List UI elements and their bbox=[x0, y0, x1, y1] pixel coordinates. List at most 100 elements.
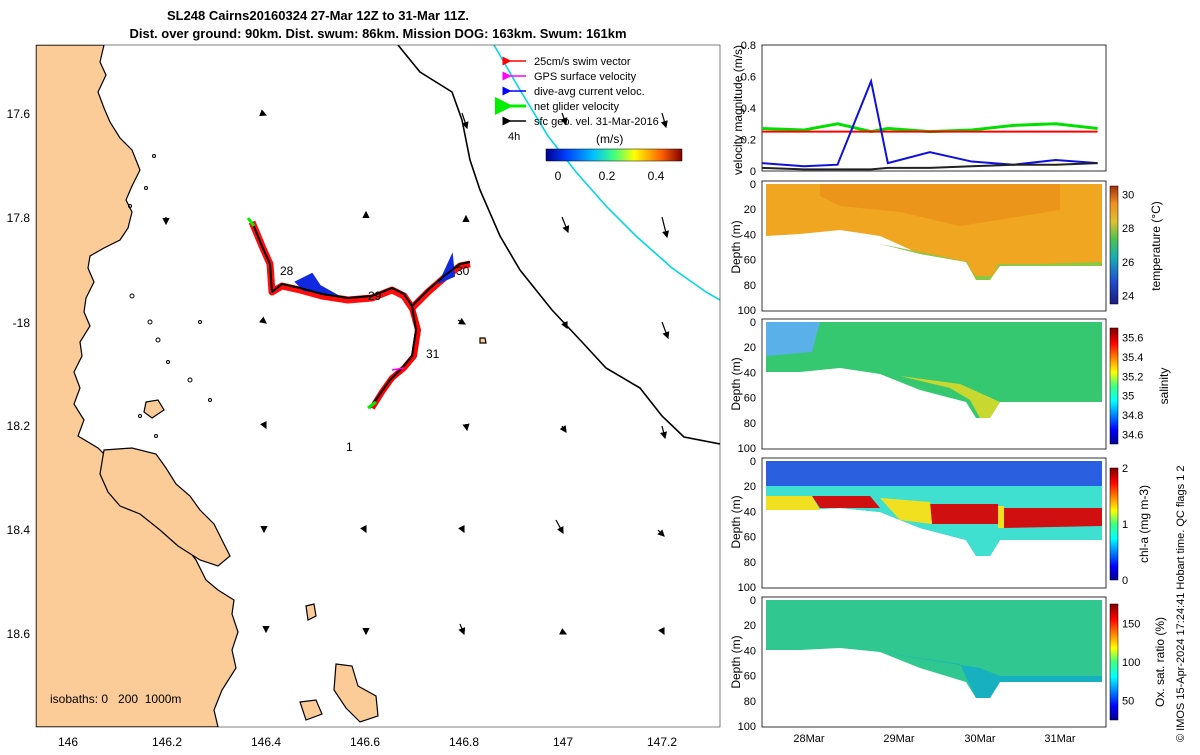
velocity-ylabel: velocity magnitude (m/s) bbox=[731, 45, 745, 175]
oxygen-colorbar-label: Ox. sat. ratio (%) bbox=[1153, 617, 1167, 707]
depth-tick: 60 bbox=[744, 393, 756, 405]
depth-tick: 100 bbox=[738, 443, 756, 455]
colorbar-tick: 35 bbox=[1122, 391, 1134, 403]
colorbar-tick: 2 bbox=[1122, 463, 1128, 475]
chlorophyll-colorbar bbox=[1109, 467, 1119, 581]
velocity-lines bbox=[761, 77, 1098, 171]
oxygen-ylabel: Depth (m) bbox=[729, 635, 743, 688]
depth-tick: 80 bbox=[744, 696, 756, 708]
colorbar-tick: 34.8 bbox=[1122, 410, 1143, 422]
colorbar-tick: 35.4 bbox=[1122, 352, 1143, 364]
temperature-ylabel: Depth (m) bbox=[729, 220, 743, 273]
lon-tick: 146 bbox=[58, 735, 78, 749]
legend-dive-avg: dive-avg current veloc. bbox=[534, 86, 645, 98]
lat-tick: 17.8 bbox=[7, 211, 31, 225]
chlorophyll-colorbar-label: chl-a (mg m-3) bbox=[1137, 485, 1151, 563]
lon-tick: 147 bbox=[553, 735, 573, 749]
isobath-1000m bbox=[493, 45, 720, 301]
chlorophyll-yticks: 0 20 40 60 80 100 bbox=[738, 456, 756, 594]
oxygen-colorbar bbox=[1109, 603, 1119, 721]
depth-tick: 20 bbox=[744, 620, 756, 632]
colorbar-tick: 1 bbox=[1122, 519, 1128, 531]
legend-net: net glider velocity bbox=[534, 101, 619, 113]
title-line-2: Dist. over ground: 90km. Dist. swum: 86k… bbox=[129, 26, 626, 41]
temperature-mixed-layer bbox=[820, 184, 1060, 226]
lat-tick: 18.4 bbox=[7, 523, 31, 537]
date-tick: 28Mar bbox=[793, 733, 825, 745]
gps-vectors bbox=[391, 367, 405, 371]
salinity-surface bbox=[766, 322, 820, 356]
oxygen-panel: Depth (m) Ox. sat. ratio (%) 0 20 40 60 80 10… bbox=[729, 595, 1167, 745]
oxygen-field bbox=[766, 600, 1102, 698]
salinity-ylabel: Depth (m) bbox=[729, 357, 743, 410]
depth-tick: 100 bbox=[738, 305, 756, 317]
coastline-mainland bbox=[36, 45, 239, 727]
oxygen-deep bbox=[880, 652, 1102, 698]
colorbar-tick: 24 bbox=[1122, 291, 1134, 303]
date-tick: 29Mar bbox=[883, 733, 915, 745]
title-line-1: SL248 Cairns20160324 27-Mar 12Z to 31-Ma… bbox=[167, 8, 469, 23]
colorbar-tick: 35.6 bbox=[1122, 333, 1143, 345]
oxygen-yticks: 0 20 40 60 80 100 bbox=[738, 595, 756, 733]
depth-tick: 20 bbox=[744, 204, 756, 216]
chlorophyll-max bbox=[812, 496, 1102, 528]
salinity-cticks: 34.6 34.8 35 35.2 35.4 35.6 bbox=[1122, 333, 1143, 442]
reef-specks bbox=[128, 154, 212, 438]
legend-gps: GPS surface velocity bbox=[534, 71, 637, 83]
map-lat-ticks: 17.6 17.8 -18 18.2 18.4 18.6 bbox=[7, 107, 31, 641]
island-2 bbox=[305, 603, 317, 621]
velocity-ytick: 0.6 bbox=[741, 72, 756, 84]
temperature-panel: Depth (m) temperature (°C) 020406080100 … bbox=[729, 179, 1163, 317]
velocity-ytick: 0 bbox=[750, 166, 756, 178]
depth-tick: 20 bbox=[744, 481, 756, 493]
depth-tick: 40 bbox=[744, 367, 756, 379]
velocity-ytick: 0.2 bbox=[741, 135, 756, 147]
depth-tick: 0 bbox=[750, 317, 756, 329]
glider-track bbox=[246, 217, 471, 410]
lon-tick: 146.4 bbox=[251, 735, 281, 749]
depth-tick: 20 bbox=[744, 342, 756, 354]
legend-4h: 4h bbox=[508, 131, 520, 143]
depth-tick: 40 bbox=[744, 645, 756, 657]
day-label-29: 29 bbox=[368, 289, 382, 303]
colorbar-tick: 150 bbox=[1122, 618, 1140, 630]
chlorophyll-panel: Depth (m) chl-a (mg m-3) 0 20 40 60 80 100 0 1… bbox=[729, 456, 1151, 594]
isobath-200m bbox=[397, 45, 720, 445]
depth-tick: 100 bbox=[738, 721, 756, 733]
velocity-yticks: 0 0.2 0.4 0.6 0.8 bbox=[741, 40, 756, 178]
map-panel: 28 29 30 31 1 isobaths: 0 200 1000m 146 … bbox=[7, 44, 721, 749]
day-label-30: 30 bbox=[456, 264, 470, 278]
colorbar-tick: 30 bbox=[1122, 189, 1134, 201]
map-legend: 25cm/s swim vector GPS surface velocity … bbox=[495, 56, 683, 183]
island-4 bbox=[299, 699, 323, 721]
oxygen-xticks: 28Mar 29Mar 30Mar 31Mar bbox=[793, 733, 1076, 745]
lat-tick: 18.2 bbox=[7, 419, 31, 433]
salinity-panel: Depth (m) salinity 0 20 40 60 80 100 34.6 34.8… bbox=[729, 317, 1171, 455]
salinity-yticks: 0 20 40 60 80 100 bbox=[738, 317, 756, 455]
oxygen-cticks: 50 100 150 bbox=[1122, 618, 1140, 707]
day-label-31: 31 bbox=[426, 347, 440, 361]
speed-tick: 0.4 bbox=[648, 169, 665, 183]
depth-tick: 40 bbox=[744, 506, 756, 518]
coastline-headland bbox=[99, 447, 231, 567]
depth-tick: 40 bbox=[744, 229, 756, 241]
legend-swim: 25cm/s swim vector bbox=[534, 56, 631, 68]
geostrophic-arrows bbox=[162, 109, 670, 636]
depth-tick: 100 bbox=[738, 582, 756, 594]
velocity-ytick: 0.4 bbox=[741, 103, 756, 115]
footer-credit: © IMOS 15-Apr-2024 17:24:41 Hobart time.… bbox=[1175, 465, 1187, 742]
net-velocity-start bbox=[246, 217, 256, 227]
velocity-panel: velocity magnitude (m/s) 0 0.2 0.4 0.6 0.8 bbox=[731, 40, 1107, 178]
colorbar-tick: 35.2 bbox=[1122, 371, 1143, 383]
legend-sfc-geo: sfc geo. vel. 31-Mar-2016 bbox=[534, 116, 659, 128]
colorbar-tick: 0 bbox=[1122, 575, 1128, 587]
net-velocity-end bbox=[367, 400, 377, 410]
chlorophyll-cticks: 0 1 2 bbox=[1122, 463, 1128, 587]
depth-tick: 0 bbox=[750, 179, 756, 191]
temperature-colorbar bbox=[1109, 185, 1119, 305]
lat-tick: 18.6 bbox=[7, 627, 31, 641]
colorbar-tick: 100 bbox=[1122, 657, 1140, 669]
velocity-ytick: 0.8 bbox=[741, 40, 756, 52]
map-lon-ticks: 146 146.2 146.4 146.6 146.8 147 147.2 bbox=[58, 735, 677, 749]
isobaths-label: isobaths: 0 200 1000m bbox=[50, 692, 181, 706]
